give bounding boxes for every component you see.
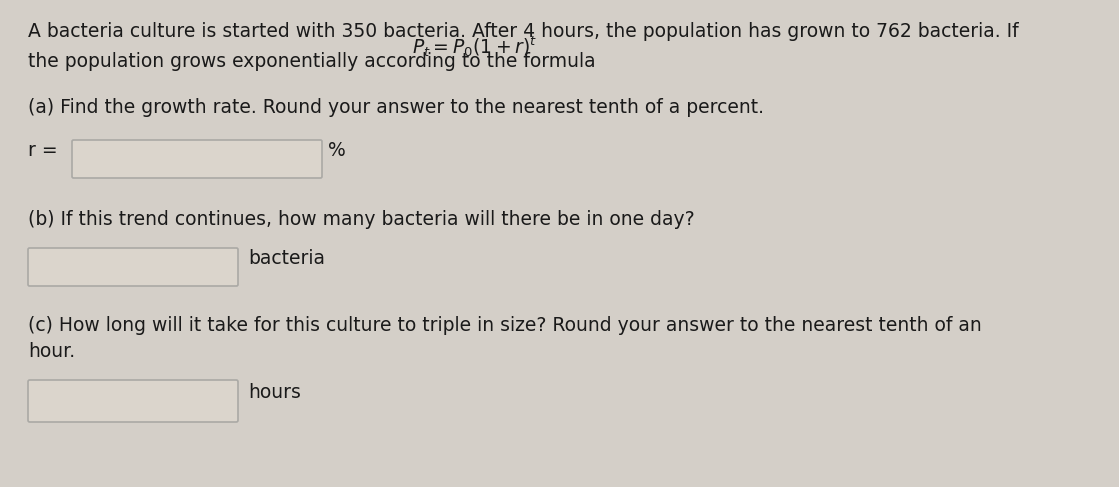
Text: (b) If this trend continues, how many bacteria will there be in one day?: (b) If this trend continues, how many ba… [28, 210, 695, 229]
Text: %: % [328, 141, 346, 160]
Text: (c) How long will it take for this culture to triple in size? Round your answer : (c) How long will it take for this cultu… [28, 316, 981, 335]
Text: the population grows exponentially according to the formula: the population grows exponentially accor… [28, 52, 602, 71]
Text: $P_t = P_0(1+r)^t$: $P_t = P_0(1+r)^t$ [412, 35, 537, 59]
Text: r =: r = [28, 141, 64, 160]
Text: bacteria: bacteria [248, 248, 325, 267]
FancyBboxPatch shape [28, 380, 238, 422]
Text: hour.: hour. [28, 342, 75, 361]
Text: hours: hours [248, 382, 301, 401]
FancyBboxPatch shape [72, 140, 322, 178]
Text: (a) Find the growth rate. Round your answer to the nearest tenth of a percent.: (a) Find the growth rate. Round your ans… [28, 98, 764, 117]
Text: A bacteria culture is started with 350 bacteria. After 4 hours, the population h: A bacteria culture is started with 350 b… [28, 22, 1018, 41]
FancyBboxPatch shape [28, 248, 238, 286]
